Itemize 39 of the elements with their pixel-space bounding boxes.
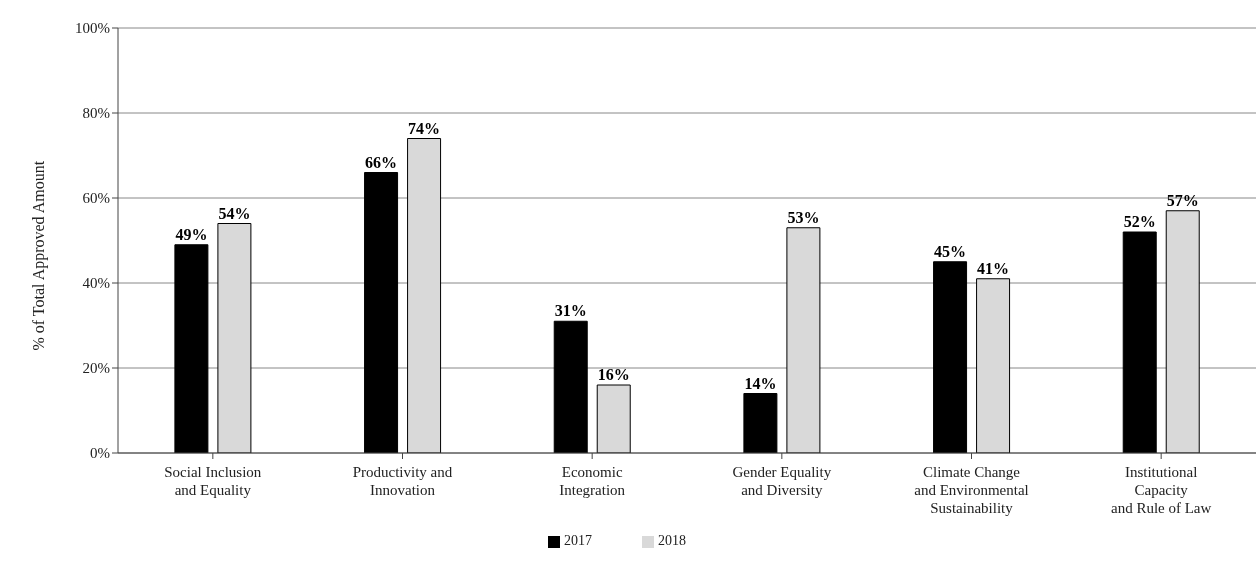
x-tick-label: Climate Change and Environmental Sustainability xyxy=(914,464,1029,516)
data-label: 49% xyxy=(175,225,208,243)
bar xyxy=(553,320,588,453)
y-axis-title: % of Total Approved Amount xyxy=(29,160,48,351)
bar xyxy=(174,244,209,453)
y-tick-label: 20% xyxy=(82,360,110,377)
data-label: 53% xyxy=(787,208,820,226)
x-tick-label: Social Inclusion and Equality xyxy=(164,464,262,498)
data-label: 16% xyxy=(597,366,630,383)
y-tick-label: 80% xyxy=(82,105,110,122)
bar xyxy=(217,223,252,453)
data-label: 41% xyxy=(977,259,1010,277)
bar xyxy=(364,172,399,453)
data-label: 74% xyxy=(408,119,441,137)
bar xyxy=(596,384,631,453)
x-tick-label: Institutional Capacity and Rule of Law xyxy=(1110,464,1212,516)
data-label: 66% xyxy=(365,153,398,171)
legend-label: 2018 xyxy=(658,533,686,548)
legend-label: 2017 xyxy=(564,533,592,548)
data-label: 57% xyxy=(1166,191,1199,209)
x-tick-label: Productivity and Innovation xyxy=(352,464,453,498)
y-tick-label: 100% xyxy=(75,20,110,37)
data-label: 31% xyxy=(554,302,587,320)
x-tick-label: Economic Integration xyxy=(559,464,626,498)
y-tick-label: 40% xyxy=(82,275,110,292)
bar xyxy=(786,227,821,453)
data-label: 52% xyxy=(1123,213,1156,230)
bar xyxy=(933,261,968,453)
data-label: 14% xyxy=(744,374,777,392)
data-label: 54% xyxy=(218,204,251,222)
bar xyxy=(743,393,778,453)
bar xyxy=(407,138,442,453)
bar xyxy=(976,278,1011,453)
y-tick-label: 60% xyxy=(82,190,110,207)
x-tick-label: Gender Equality and Diversity xyxy=(732,464,832,498)
data-label: 45% xyxy=(934,242,967,260)
y-tick-label: 0% xyxy=(90,445,110,462)
bar xyxy=(1165,210,1200,453)
bar xyxy=(1122,231,1157,453)
